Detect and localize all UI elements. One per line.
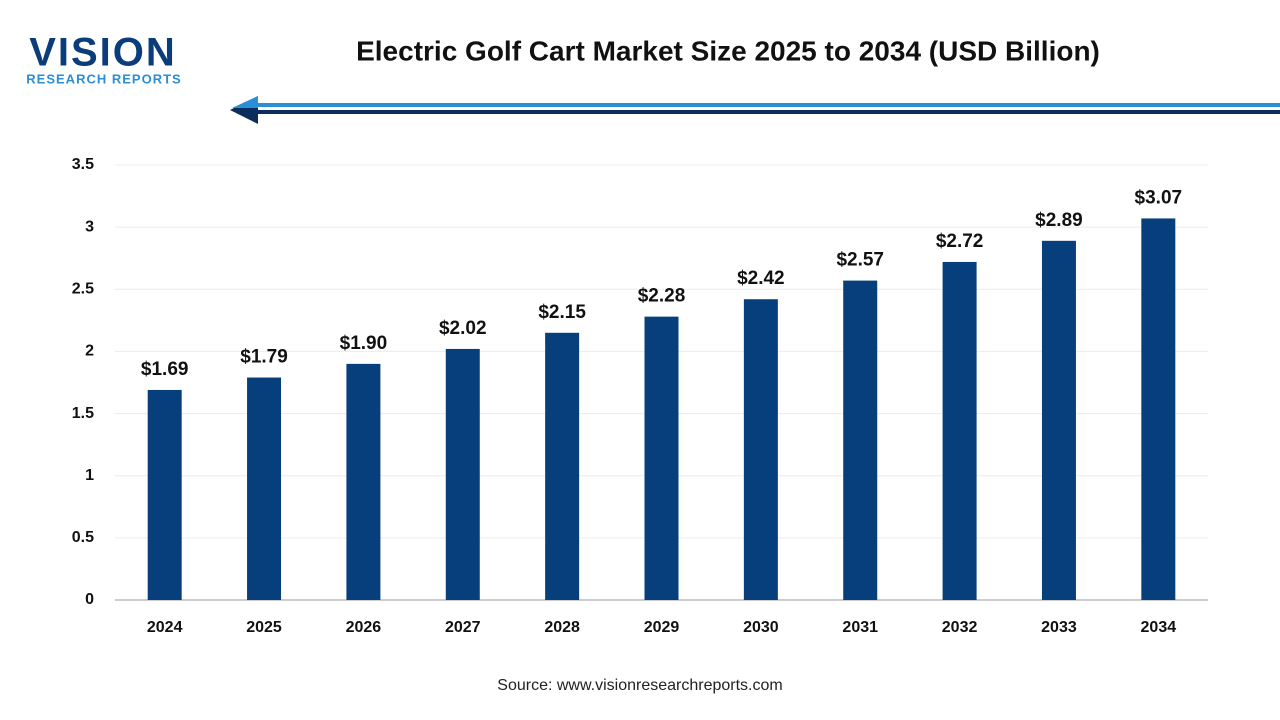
y-tick-label: 0.5 — [72, 529, 94, 546]
y-tick-label: 1 — [85, 467, 94, 484]
source-note: Source: www.visionresearchreports.com — [497, 677, 782, 694]
value-label: $2.02 — [439, 318, 487, 339]
x-tick-label: 2029 — [644, 619, 680, 636]
value-label: $2.72 — [936, 231, 984, 252]
bar — [346, 363, 381, 600]
x-tick-label: 2031 — [842, 619, 878, 636]
value-label: $2.28 — [638, 286, 686, 307]
header-arrow — [232, 96, 258, 108]
y-tick-label: 1.5 — [72, 405, 94, 422]
header-rule — [250, 103, 1280, 107]
value-label: $1.90 — [340, 333, 388, 354]
chart-title: Electric Golf Cart Market Size 2025 to 2… — [356, 35, 1100, 66]
bar — [445, 348, 480, 600]
bar — [743, 299, 778, 600]
value-label: $1.69 — [141, 359, 189, 380]
value-label: $2.89 — [1035, 210, 1083, 231]
x-tick-label: 2025 — [246, 619, 282, 636]
value-label: $3.07 — [1135, 187, 1183, 208]
logo-name: VISION — [29, 31, 177, 75]
x-tick-label: 2027 — [445, 619, 481, 636]
value-label: $2.15 — [538, 302, 586, 323]
y-tick-label: 2 — [85, 343, 94, 360]
x-tick-label: 2032 — [942, 619, 978, 636]
value-label: $2.57 — [836, 250, 884, 271]
y-tick-label: 0 — [85, 591, 94, 608]
bar — [247, 377, 282, 600]
bar — [545, 332, 580, 600]
x-tick-label: 2030 — [743, 619, 779, 636]
x-tick-label: 2024 — [147, 619, 183, 636]
bar — [942, 261, 977, 600]
header-rule — [250, 110, 1280, 114]
bar — [843, 280, 878, 600]
bar — [644, 316, 679, 600]
bar — [147, 389, 182, 600]
y-tick-label: 3.5 — [72, 156, 94, 173]
value-label: $1.79 — [240, 347, 288, 368]
x-tick-label: 2034 — [1141, 619, 1177, 636]
y-tick-label: 3 — [85, 218, 94, 235]
bar — [1141, 218, 1176, 600]
logo-tagline: RESEARCH REPORTS — [26, 71, 181, 86]
y-tick-label: 2.5 — [72, 281, 94, 298]
x-tick-label: 2033 — [1041, 619, 1077, 636]
bar — [1041, 240, 1076, 601]
x-tick-label: 2028 — [544, 619, 580, 636]
x-tick-label: 2026 — [346, 619, 382, 636]
value-label: $2.42 — [737, 268, 785, 289]
